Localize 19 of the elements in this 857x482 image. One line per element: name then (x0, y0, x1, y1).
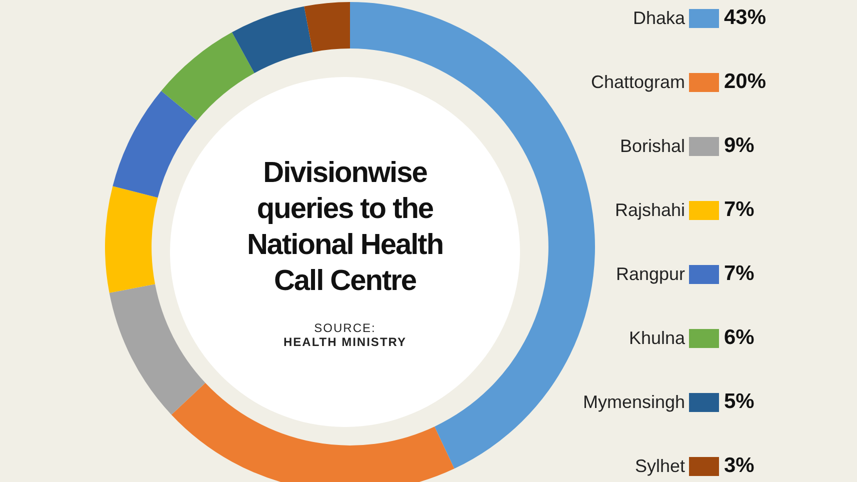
data-label: 7% (724, 262, 754, 286)
source-note: SOURCE: (313, 321, 377, 335)
legend-label: Dhaka (632, 8, 685, 28)
legend-label: Chattogram (590, 72, 685, 92)
text: Divisionwise queries to the National Health Call Centre (246, 156, 444, 299)
legend-label: Borishal (618, 136, 685, 156)
text: HEALTH MINISTRY (284, 335, 406, 349)
data-label: 3% (724, 454, 754, 478)
legend-label: Mymensingh (582, 392, 685, 412)
legend-label: Rangpur (614, 264, 685, 284)
data-label: 5% (724, 390, 754, 414)
legend-label: Sylhet (634, 456, 685, 476)
data-label: 6% (724, 326, 754, 350)
legend-label: Rajshahi (614, 200, 685, 220)
data-label: 9% (724, 134, 754, 158)
data-label: 20% (724, 70, 766, 94)
data-label: 7% (724, 198, 754, 222)
legend-label: Khulna (628, 328, 685, 348)
data-label: 43% (724, 6, 766, 30)
